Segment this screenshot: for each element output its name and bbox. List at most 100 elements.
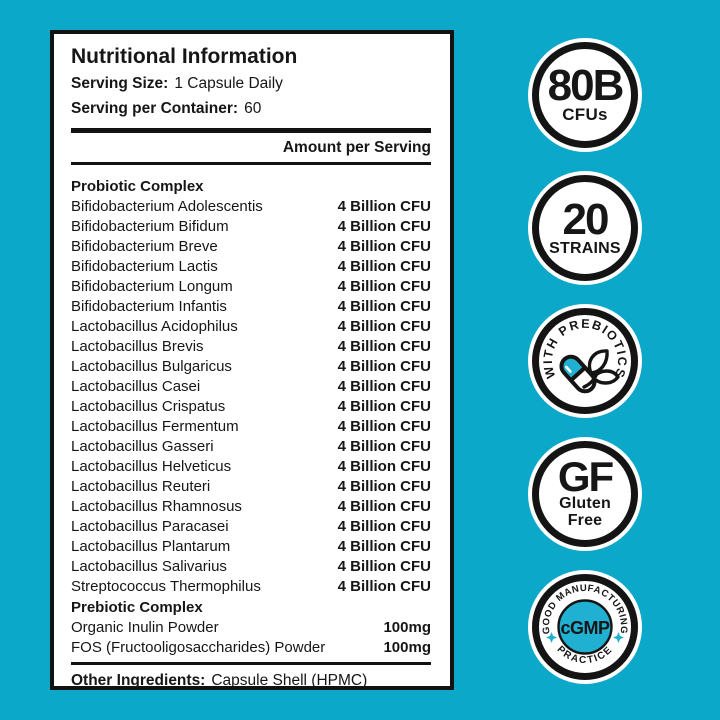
- ingredient-row: Lactobacillus Helveticus 4 Billion CFU: [71, 457, 431, 477]
- ingredient-row: Lactobacillus Crispatus 4 Billion CFU: [71, 397, 431, 417]
- ingredient-name: Lactobacillus Acidophilus: [71, 318, 238, 335]
- cgmp-inner-disc: [557, 599, 613, 655]
- ingredient-amount: 4 Billion CFU: [337, 298, 431, 315]
- ingredient-row: Organic Inulin Powder 100mg: [71, 618, 431, 638]
- ingredient-name: Bifidobacterium Adolescentis: [71, 198, 263, 215]
- ingredient-amount: 4 Billion CFU: [337, 378, 431, 395]
- ingredient-amount: 4 Billion CFU: [337, 338, 431, 355]
- gluten-free-line2: Free: [567, 512, 603, 529]
- gluten-free-abbr: GF: [557, 453, 614, 500]
- amount-per-serving-header: Amount per Serving: [282, 139, 431, 156]
- cgmp-badge-art: GOOD MANUFACTURING PRACTICE cGMP: [541, 583, 629, 666]
- ingredient-row: Lactobacillus Plantarum 4 Billion CFU: [71, 537, 431, 557]
- ingredient-amount: 4 Billion CFU: [337, 538, 431, 555]
- ingredient-row: Lactobacillus Salivarius 4 Billion CFU: [71, 557, 431, 577]
- ingredient-name: Lactobacillus Reuteri: [71, 478, 211, 495]
- ingredient-row: Lactobacillus Reuteri 4 Billion CFU: [71, 477, 431, 497]
- ingredient-amount: 4 Billion CFU: [337, 478, 431, 495]
- probiotic-rows: Bifidobacterium Adolescentis 4 Billion C…: [71, 197, 431, 597]
- ingredient-amount: 4 Billion CFU: [337, 238, 431, 255]
- ingredient-name: Lactobacillus Rhamnosus: [71, 498, 242, 515]
- ingredient-amount: 4 Billion CFU: [337, 278, 431, 295]
- servings-per-container-line: Serving per Container: 60: [71, 96, 431, 121]
- other-ingredients-label: Other Ingredients:: [71, 672, 206, 689]
- serving-size-value: 1 Capsule Daily: [174, 75, 283, 92]
- ingredient-amount: 4 Billion CFU: [337, 458, 431, 475]
- nutrition-panel: Nutritional Information Serving Size: 1 C…: [50, 30, 454, 690]
- star-icon: [613, 632, 624, 643]
- ingredient-name: Lactobacillus Gasseri: [71, 438, 214, 455]
- cfu-count: 80B: [547, 61, 625, 110]
- servings-label: Serving per Container:: [71, 100, 239, 117]
- ingredient-row: FOS (Fructooligosaccharides) Powder 100m…: [71, 638, 431, 658]
- ingredient-amount: 4 Billion CFU: [337, 358, 431, 375]
- ingredient-name: Lactobacillus Fermentum: [71, 418, 239, 435]
- prebiotic-complex-header: Prebiotic Complex: [71, 599, 203, 616]
- ingredient-row: Lactobacillus Bulgaricus 4 Billion CFU: [71, 357, 431, 377]
- ingredient-amount: 4 Billion CFU: [337, 578, 431, 595]
- panel-title: Nutritional Information: [71, 45, 298, 68]
- ingredient-row: Bifidobacterium Infantis 4 Billion CFU: [71, 297, 431, 317]
- cfu-label: CFUs: [562, 105, 608, 124]
- prebiotic-rows: Organic Inulin Powder 100mg FOS (Fructoo…: [71, 618, 431, 658]
- badge-20-strains: 20 STRAINS: [532, 175, 638, 281]
- ingredient-amount: 4 Billion CFU: [337, 398, 431, 415]
- ingredient-row: Lactobacillus Acidophilus 4 Billion CFU: [71, 317, 431, 337]
- ingredient-name: Bifidobacterium Lactis: [71, 258, 218, 275]
- strain-label: STRAINS: [549, 239, 621, 257]
- strain-count: 20: [562, 194, 610, 244]
- ingredient-name: Streptococcus Thermophilus: [71, 578, 261, 595]
- ingredient-name: Bifidobacterium Breve: [71, 238, 218, 255]
- ingredient-name: Lactobacillus Paracasei: [71, 518, 229, 535]
- star-icon: [546, 632, 557, 643]
- divider-thick: [71, 128, 431, 133]
- cgmp-text: cGMP: [560, 618, 610, 638]
- divider-thin: [71, 162, 431, 165]
- ingredient-row: Bifidobacterium Lactis 4 Billion CFU: [71, 257, 431, 277]
- other-ingredients-line: Other Ingredients: Capsule Shell (HPMC): [71, 665, 431, 696]
- ingredient-amount: 4 Billion CFU: [337, 198, 431, 215]
- ingredient-row: Lactobacillus Rhamnosus 4 Billion CFU: [71, 497, 431, 517]
- ingredient-name: Lactobacillus Salivarius: [71, 558, 227, 575]
- ingredient-amount: 4 Billion CFU: [337, 258, 431, 275]
- ingredient-amount: 4 Billion CFU: [337, 438, 431, 455]
- ingredient-amount: 4 Billion CFU: [337, 318, 431, 335]
- ingredient-row: Lactobacillus Gasseri 4 Billion CFU: [71, 437, 431, 457]
- ingredient-name: Bifidobacterium Infantis: [71, 298, 227, 315]
- ingredient-name: Lactobacillus Plantarum: [71, 538, 231, 555]
- ingredient-amount: 100mg: [383, 639, 431, 656]
- ingredient-amount: 4 Billion CFU: [337, 498, 431, 515]
- servings-value: 60: [244, 100, 262, 117]
- ingredient-row: Lactobacillus Paracasei 4 Billion CFU: [71, 517, 431, 537]
- ingredient-row: Lactobacillus Casei 4 Billion CFU: [71, 377, 431, 397]
- ingredient-row: Bifidobacterium Breve 4 Billion CFU: [71, 237, 431, 257]
- capsule-icon: [559, 354, 597, 394]
- ingredient-amount: 4 Billion CFU: [337, 558, 431, 575]
- serving-size-line: Serving Size: 1 Capsule Daily: [71, 71, 431, 96]
- ingredient-name: Bifidobacterium Bifidum: [71, 218, 229, 235]
- badge-column: 80B CFUs 20 STRAINS WITH PREBIOTICS: [532, 42, 638, 680]
- probiotic-complex-header: Probiotic Complex: [71, 178, 204, 195]
- badge-gluten-free: GF Gluten Free: [532, 441, 638, 547]
- ingredient-list: Probiotic Complex Bifidobacterium Adoles…: [71, 176, 431, 696]
- ingredient-row: Lactobacillus Brevis 4 Billion CFU: [71, 337, 431, 357]
- ingredient-row: Bifidobacterium Bifidum 4 Billion CFU: [71, 217, 431, 237]
- badge-cgmp: GOOD MANUFACTURING PRACTICE cGMP: [532, 574, 638, 680]
- ingredient-name: Bifidobacterium Longum: [71, 278, 233, 295]
- ingredient-amount: 100mg: [383, 619, 431, 636]
- prebiotics-badge-art: WITH PREBIOTICS: [541, 317, 628, 394]
- other-ingredients-value: Capsule Shell (HPMC): [211, 672, 368, 689]
- ingredient-row: Lactobacillus Fermentum 4 Billion CFU: [71, 417, 431, 437]
- ingredient-name: Lactobacillus Bulgaricus: [71, 358, 232, 375]
- badge-80b-cfus: 80B CFUs: [532, 42, 638, 148]
- leaves-icon: [582, 349, 620, 389]
- divider-thin: [71, 662, 431, 665]
- ingredient-amount: 4 Billion CFU: [337, 218, 431, 235]
- ingredient-name: Lactobacillus Brevis: [71, 338, 204, 355]
- ingredient-name: Lactobacillus Casei: [71, 378, 201, 395]
- ingredient-row: Bifidobacterium Longum 4 Billion CFU: [71, 277, 431, 297]
- ingredient-amount: 4 Billion CFU: [337, 518, 431, 535]
- ingredient-name: Organic Inulin Powder: [71, 619, 219, 636]
- ingredient-row: Streptococcus Thermophilus 4 Billion CFU: [71, 577, 431, 597]
